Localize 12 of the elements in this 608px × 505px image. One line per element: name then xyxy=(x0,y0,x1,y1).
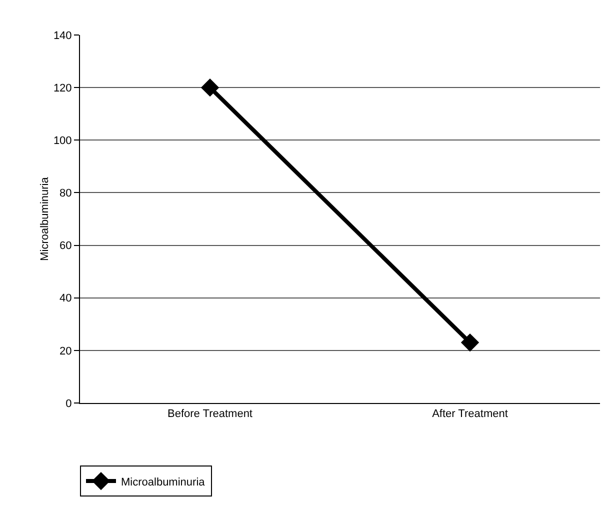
y-tick-label: 140 xyxy=(53,30,72,42)
y-tick-label: 60 xyxy=(60,240,72,252)
x-tick-label: After Treatment xyxy=(432,408,508,420)
y-tick-label: 40 xyxy=(60,292,72,305)
y-tick-label: 120 xyxy=(53,82,72,94)
y-tick-label: 100 xyxy=(53,134,72,147)
x-tick-label: Before Treatment xyxy=(168,408,252,420)
y-tick-label: 0 xyxy=(66,398,72,410)
y-tick-label: 20 xyxy=(60,345,72,358)
y-axis-title: Microalbuminuria xyxy=(39,176,51,261)
legend-label: Microalbuminuria xyxy=(121,476,206,488)
y-tick-label: 80 xyxy=(60,188,72,200)
